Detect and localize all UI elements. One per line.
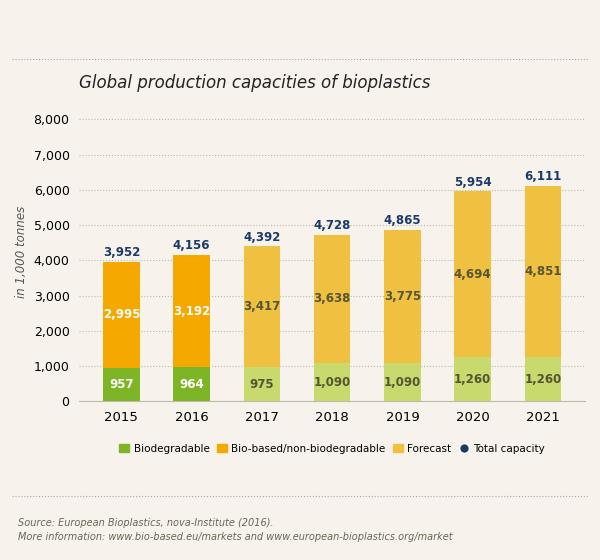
Bar: [244, 367, 280, 401]
Text: Source: European Bioplastics, nova-Institute (2016).: Source: European Bioplastics, nova-Insti…: [18, 518, 274, 528]
Text: 3,638: 3,638: [313, 292, 351, 305]
Bar: [454, 192, 491, 357]
Text: 3,775: 3,775: [384, 290, 421, 303]
Y-axis label: in 1,000 tonnes: in 1,000 tonnes: [15, 206, 28, 297]
Bar: [384, 230, 421, 363]
Bar: [244, 246, 280, 367]
Text: 1,090: 1,090: [314, 376, 351, 389]
Text: 964: 964: [179, 378, 204, 391]
Text: 4,728: 4,728: [313, 219, 351, 232]
Text: 6,111: 6,111: [524, 170, 562, 184]
Text: 3,192: 3,192: [173, 305, 210, 318]
Bar: [384, 363, 421, 401]
Text: 5,954: 5,954: [454, 176, 491, 189]
Legend: Biodegradable, Bio-based/non-biodegradable, Forecast, Total capacity: Biodegradable, Bio-based/non-biodegradab…: [115, 440, 550, 458]
Text: More information: www.bio-based.eu/markets and www.european-bioplastics.org/mark: More information: www.bio-based.eu/marke…: [18, 532, 452, 542]
Text: 3,417: 3,417: [243, 300, 281, 313]
Bar: [524, 186, 561, 357]
Bar: [103, 262, 140, 367]
Text: 4,156: 4,156: [173, 239, 211, 253]
Text: 4,694: 4,694: [454, 268, 491, 281]
Text: 4,851: 4,851: [524, 265, 562, 278]
Bar: [173, 367, 210, 401]
Text: 1,260: 1,260: [524, 372, 562, 385]
Text: 4,865: 4,865: [383, 214, 421, 227]
Text: 1,260: 1,260: [454, 372, 491, 385]
Text: 3,952: 3,952: [103, 246, 140, 259]
Text: 1,090: 1,090: [384, 376, 421, 389]
Text: 957: 957: [109, 378, 134, 391]
Bar: [173, 255, 210, 367]
Bar: [314, 235, 350, 363]
Text: Global production capacities of bioplastics: Global production capacities of bioplast…: [79, 74, 431, 92]
Bar: [454, 357, 491, 401]
Bar: [103, 367, 140, 401]
Text: 4,392: 4,392: [243, 231, 281, 244]
Text: 2,995: 2,995: [103, 308, 140, 321]
Bar: [314, 363, 350, 401]
Text: 975: 975: [250, 377, 274, 390]
Bar: [524, 357, 561, 401]
